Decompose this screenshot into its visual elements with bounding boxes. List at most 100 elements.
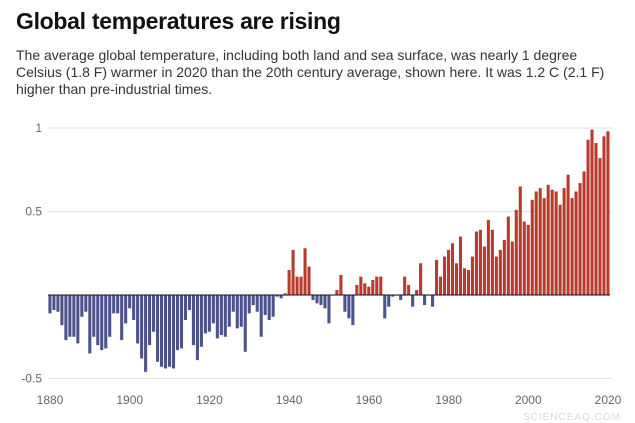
- bar-1932: [255, 295, 259, 312]
- bar-2013: [578, 183, 582, 295]
- bar-1946: [311, 295, 315, 301]
- bar-1917: [195, 295, 199, 361]
- bar-1980: [446, 249, 451, 295]
- bar-1988: [478, 229, 482, 295]
- x-tick-label: 1920: [196, 393, 223, 407]
- bar-2004: [542, 198, 546, 295]
- bar-1963: [379, 276, 383, 295]
- bar-1990: [486, 219, 490, 295]
- bar-1964: [383, 295, 387, 319]
- bar-1909: [163, 295, 168, 369]
- x-tick-label: 1900: [116, 393, 143, 407]
- bar-2008: [558, 204, 562, 295]
- bar-1999: [522, 221, 526, 295]
- bar-1961: [371, 279, 375, 295]
- bar-1985: [466, 269, 470, 295]
- bar-1968: [399, 295, 403, 301]
- bar-1991: [490, 229, 494, 295]
- bar-1971: [411, 295, 415, 307]
- bar-2000: [526, 224, 530, 295]
- bar-1981: [450, 243, 455, 295]
- bar-1893: [100, 295, 104, 351]
- bar-1903: [140, 295, 144, 359]
- bar-1969: [403, 276, 407, 295]
- bar-1984: [462, 268, 467, 295]
- bar-2005: [546, 184, 550, 295]
- bar-1987: [474, 231, 478, 295]
- bar-2007: [554, 191, 558, 295]
- bar-1884: [64, 295, 68, 341]
- x-tick-label: 1980: [435, 393, 462, 407]
- bar-1927: [235, 295, 239, 329]
- bar-1983: [458, 236, 463, 295]
- bar-1955: [347, 295, 351, 319]
- bar-1960: [367, 286, 371, 295]
- bar-1970: [407, 284, 411, 295]
- bar-1918: [199, 295, 203, 347]
- y-tick-label: 0.5: [25, 205, 42, 219]
- bar-1894: [104, 295, 108, 349]
- bar-1907: [156, 295, 160, 362]
- bar-1899: [124, 295, 128, 324]
- bar-1995: [506, 216, 510, 295]
- bar-1945: [307, 266, 311, 295]
- bar-1939: [283, 293, 287, 295]
- y-tick-label: -0.5: [21, 372, 42, 386]
- bar-1906: [152, 295, 156, 332]
- bar-2018: [598, 158, 602, 295]
- bar-1896: [112, 295, 116, 314]
- bar-1948: [319, 295, 323, 306]
- bar-1998: [518, 186, 522, 295]
- x-tick-label: 1880: [37, 393, 64, 407]
- bar-1944: [303, 248, 307, 295]
- bar-2020: [606, 131, 610, 295]
- bar-1942: [295, 276, 299, 295]
- bar-1885: [68, 295, 72, 337]
- x-tick-label: 2020: [595, 393, 622, 407]
- bar-1895: [108, 295, 112, 337]
- bar-1913: [179, 295, 184, 349]
- bar-2006: [550, 189, 554, 295]
- bar-1924: [223, 295, 227, 337]
- bar-1929: [243, 295, 247, 352]
- bar-1888: [80, 295, 84, 317]
- bar-1989: [482, 246, 486, 295]
- bar-1986: [470, 256, 474, 295]
- bar-1891: [92, 295, 96, 337]
- bar-1966: [391, 295, 395, 297]
- bar-2002: [534, 191, 538, 295]
- bar-1881: [52, 295, 56, 311]
- bar-1937: [275, 295, 279, 297]
- bar-1923: [219, 295, 223, 336]
- bar-1993: [498, 249, 502, 295]
- bar-1880: [48, 295, 52, 314]
- bar-1892: [96, 295, 100, 346]
- bar-1887: [76, 295, 80, 344]
- bar-1956: [351, 295, 355, 326]
- bar-1898: [120, 295, 124, 341]
- bar-1972: [415, 289, 419, 295]
- bar-1938: [279, 295, 283, 299]
- bar-1957: [355, 284, 359, 295]
- bar-2003: [538, 188, 542, 295]
- bar-1912: [175, 295, 180, 351]
- bar-2017: [594, 143, 598, 295]
- bar-1921: [211, 295, 215, 324]
- bar-1982: [454, 263, 459, 295]
- bar-1886: [72, 295, 76, 337]
- bar-1914: [183, 295, 188, 321]
- bar-1952: [335, 289, 339, 295]
- bar-1979: [442, 256, 447, 295]
- bar-1934: [263, 295, 267, 316]
- bar-1910: [167, 295, 172, 367]
- bar-1953: [339, 274, 343, 295]
- bar-1883: [60, 295, 64, 326]
- x-tick-label: 1960: [356, 393, 383, 407]
- bar-1976: [431, 295, 435, 307]
- bar-1915: [187, 295, 191, 311]
- bar-1908: [160, 295, 164, 367]
- bar-2016: [590, 129, 594, 295]
- bar-1890: [88, 295, 92, 354]
- bar-1997: [514, 209, 518, 295]
- bar-1974: [423, 295, 427, 306]
